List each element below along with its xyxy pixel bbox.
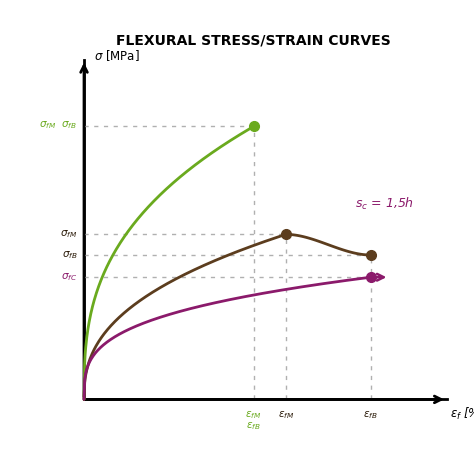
Text: $\sigma_{fC}$: $\sigma_{fC}$ bbox=[61, 271, 77, 283]
Text: $\sigma$ [MPa]: $\sigma$ [MPa] bbox=[94, 48, 140, 63]
Text: $\varepsilon_{fM}$: $\varepsilon_{fM}$ bbox=[246, 409, 262, 421]
Text: $\sigma_{fM}$  $\sigma_{fB}$: $\sigma_{fM}$ $\sigma_{fB}$ bbox=[39, 119, 77, 131]
Text: FLEXURAL STRESS/STRAIN CURVES: FLEXURAL STRESS/STRAIN CURVES bbox=[116, 33, 391, 47]
Text: $\sigma_{fB}$: $\sigma_{fB}$ bbox=[62, 249, 77, 261]
Text: $\varepsilon_{fB}$: $\varepsilon_{fB}$ bbox=[246, 420, 261, 432]
Text: $\varepsilon_f$ [%]: $\varepsilon_f$ [%] bbox=[450, 406, 474, 422]
Text: $\sigma_{fM}$: $\sigma_{fM}$ bbox=[60, 228, 77, 240]
Text: $\varepsilon_{fB}$: $\varepsilon_{fB}$ bbox=[363, 409, 378, 421]
Text: $\varepsilon_{fM}$: $\varepsilon_{fM}$ bbox=[278, 409, 294, 421]
Text: $s_c$ = 1,5h: $s_c$ = 1,5h bbox=[356, 196, 414, 212]
